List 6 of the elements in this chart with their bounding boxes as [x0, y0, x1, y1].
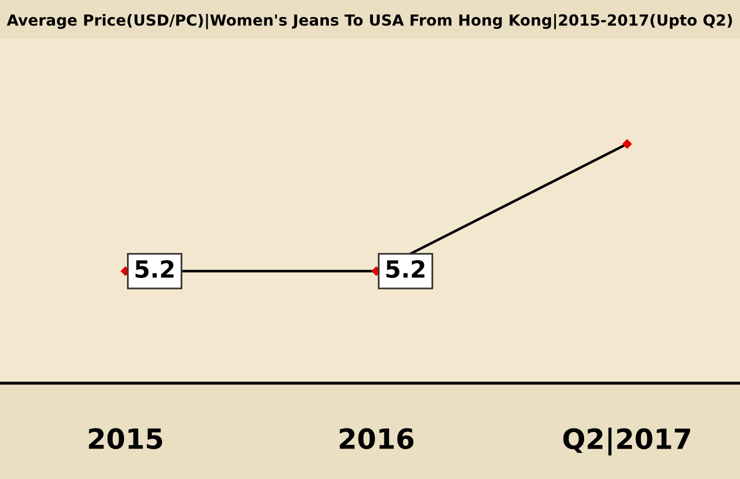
chart-title: Average Price(USD/PC)|Women's Jeans To USA From Hong Kong|2015-2017(Upto Q2) [6, 14, 732, 30]
data-label: 5.2 [136, 260, 174, 278]
data-label: 5.2 [386, 260, 424, 278]
x-tick-label: Q2|2017 [563, 428, 690, 456]
x-tick-label: 2015 [88, 428, 162, 450]
x-tick-label: 2016 [340, 428, 414, 450]
